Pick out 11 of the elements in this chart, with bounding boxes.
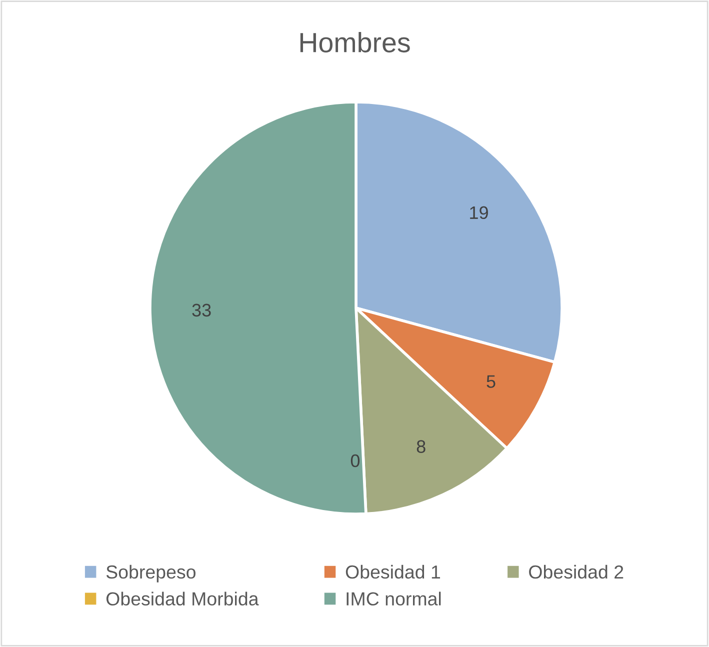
chart-title: Hombres [300,32,410,52]
legend-label: Obesidad 2 [529,564,624,579]
legend-label: Obesidad 1 [346,564,440,579]
data-label: 19 [470,206,488,220]
data-label: 33 [192,304,211,317]
text: 0 [350,454,360,468]
legend-label: Sobrepeso [106,564,196,582]
legend-label: Obesidad Morbida [106,592,259,606]
data-label: 5 [486,375,496,388]
data-label: 8 [416,440,426,453]
legend-label: IMC normal [346,592,441,606]
